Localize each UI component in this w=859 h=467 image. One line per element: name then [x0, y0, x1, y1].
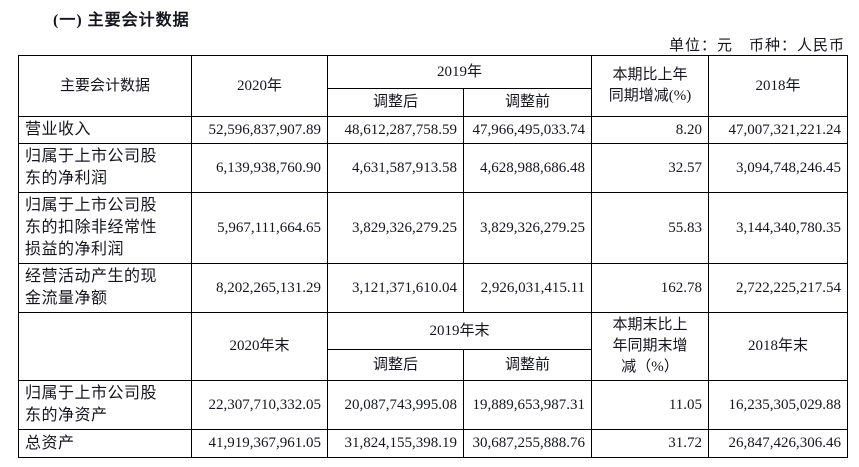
row-label: 归属于上市公司股东的净利润	[18, 143, 192, 193]
header-yearend-change: 本期末比上年同期末增减（%）	[591, 312, 710, 381]
cell-value: 6,139,938,760.90	[191, 143, 328, 193]
table-row-operating-cash-flow: 经营活动产生的现金流量净额 8,202,265,131.29 3,121,371…	[18, 263, 849, 313]
row-label: 营业收入	[18, 116, 192, 144]
cell-value: 3,121,371,610.04	[327, 263, 464, 313]
cell-value: 4,628,988,686.48	[462, 143, 593, 193]
annual-header-row-top: 主要会计数据 2020年 2019年 本期比上年同期增减(%) 2018年	[18, 55, 849, 117]
cell-value: 8.20	[591, 116, 710, 144]
cell-value: 2,926,031,415.11	[462, 263, 593, 313]
header-adjusted-after: 调整后	[327, 349, 464, 381]
header-yearend-2018: 2018年末	[708, 312, 849, 381]
row-label: 经营活动产生的现金流量净额	[18, 263, 192, 313]
table-row-net-assets: 归属于上市公司股东的净资产 22,307,710,332.05 20,087,7…	[18, 380, 849, 430]
table-row-revenue: 营业收入 52,596,837,907.89 48,612,287,758.59…	[18, 116, 849, 144]
header-adjusted-before: 调整前	[462, 349, 593, 381]
cell-value: 5,967,111,664.65	[191, 192, 328, 264]
header-main-data: 主要会计数据	[18, 55, 192, 117]
header-yoy-change: 本期比上年同期增减(%)	[591, 55, 710, 117]
cell-value: 31,824,155,398.19	[327, 429, 464, 458]
cell-value: 3,094,748,246.45	[708, 143, 849, 193]
cell-value: 41,919,367,961.05	[191, 429, 328, 458]
annual-header-row-sub: 调整后 调整前	[19, 88, 848, 117]
header-yearend-2020: 2020年末	[191, 312, 328, 381]
row-label: 归属于上市公司股东的扣除非经常性损益的净利润	[18, 192, 192, 264]
yearend-header-row-top: 2020年末 2019年末 本期末比上年同期末增减（%） 2018年末	[18, 312, 849, 381]
cell-value: 47,007,321,221.24	[708, 116, 849, 144]
cell-value: 11.05	[591, 380, 710, 430]
header-year-2019: 2019年	[326, 55, 593, 89]
cell-value: 162.78	[591, 263, 710, 313]
cell-value: 22,307,710,332.05	[191, 380, 328, 430]
cell-value: 20,087,743,995.08	[327, 380, 464, 430]
cell-value: 2,722,225,217.54	[708, 263, 849, 313]
cell-value: 32.57	[591, 143, 710, 193]
yearend-header-row-sub: 调整后 调整前	[19, 349, 848, 381]
section-title: (一) 主要会计数据	[53, 12, 190, 29]
cell-value: 55.83	[591, 192, 710, 264]
header-yearend-2019: 2019年末	[326, 312, 593, 350]
cell-value: 47,966,495,033.74	[462, 116, 593, 144]
cell-value: 16,235,305,029.88	[708, 380, 849, 430]
table-row-net-profit: 归属于上市公司股东的净利润 6,139,938,760.90 4,631,587…	[18, 143, 849, 193]
cell-value: 26,847,426,306.46	[708, 429, 849, 458]
cell-value: 3,829,326,279.25	[327, 192, 464, 264]
table-row-total-assets: 总资产 41,919,367,961.05 31,824,155,398.19 …	[18, 429, 849, 458]
header-blank	[18, 312, 192, 381]
unit-currency-note: 单位：元 币种：人民币	[668, 38, 845, 54]
cell-value: 8,202,265,131.29	[191, 263, 328, 313]
row-label: 总资产	[18, 429, 192, 458]
cell-value: 30,687,255,888.76	[462, 429, 593, 458]
cell-value: 3,829,326,279.25	[462, 192, 593, 264]
header-adjusted-before: 调整前	[462, 88, 593, 117]
cell-value: 31.72	[591, 429, 710, 458]
table-row-net-profit-excl-nonrecurring: 归属于上市公司股东的扣除非经常性损益的净利润 5,967,111,664.65 …	[18, 192, 849, 264]
header-year-2020: 2020年	[191, 55, 328, 117]
cell-value: 3,144,340,780.35	[708, 192, 849, 264]
cell-value: 4,631,587,913.58	[327, 143, 464, 193]
main-accounting-data-table: 主要会计数据 2020年 2019年 本期比上年同期增减(%) 2018年 调整…	[18, 55, 849, 458]
header-year-2018: 2018年	[708, 55, 849, 117]
cell-value: 52,596,837,907.89	[191, 116, 328, 144]
row-label: 归属于上市公司股东的净资产	[18, 380, 192, 430]
header-adjusted-after: 调整后	[327, 88, 464, 117]
cell-value: 19,889,653,987.31	[462, 380, 593, 430]
cell-value: 48,612,287,758.59	[327, 116, 464, 144]
